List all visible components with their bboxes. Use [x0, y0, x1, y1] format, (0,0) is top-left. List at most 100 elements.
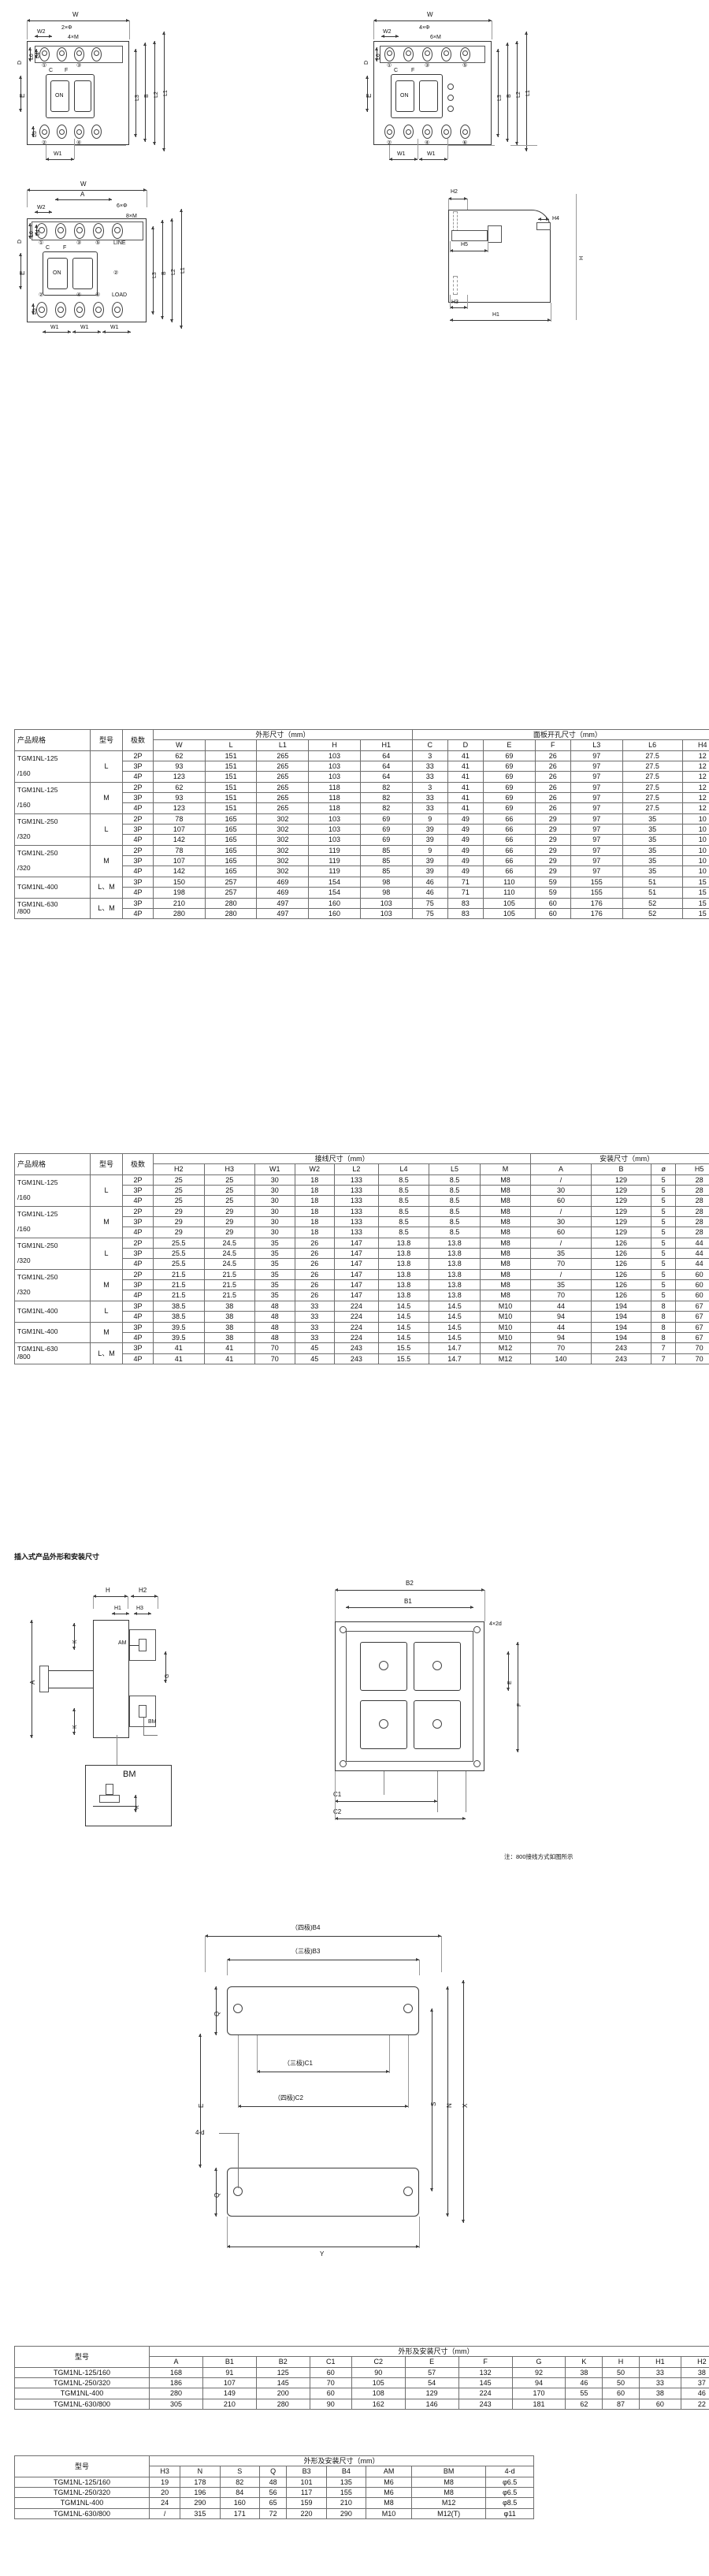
cell-value: 33	[294, 1300, 335, 1312]
cell-value: 123	[153, 802, 206, 814]
th-col-H1: H1	[359, 739, 413, 751]
dim-label-W1-e: W1	[80, 325, 89, 330]
th-col-N: N	[180, 2466, 221, 2477]
dim-label-L1-b: L1	[525, 90, 531, 96]
cell-value: 155	[325, 2487, 367, 2499]
cell-value: 35	[530, 1248, 592, 1260]
detail-label-bm: BM	[123, 1770, 136, 1779]
cell-value: 33	[411, 761, 448, 772]
cell-value: 35	[254, 1268, 295, 1281]
cell-value: 27.5	[622, 792, 683, 804]
cell-value: 69	[482, 781, 536, 794]
cell-value: 21.5	[153, 1290, 205, 1301]
dim-label-L5-c: L5	[32, 308, 38, 315]
cell-value: 62	[565, 2398, 603, 2410]
cell-value: 29	[534, 824, 571, 836]
cell-value: 129	[590, 1174, 652, 1186]
terminal-mark-6c: ⑥	[95, 292, 101, 298]
dim-label-H-plugin: H	[106, 1587, 110, 1594]
cell-value: M10	[366, 2507, 413, 2520]
cell-value: 5	[651, 1205, 677, 1218]
table-row: TGM1NL-250 /320 L 2P 78 165 302 103 69 9 49 66 29 97…	[14, 813, 709, 846]
cell-model: TGM1NL-400	[14, 2497, 150, 2509]
dim-label-Y-plate: Y	[320, 2250, 325, 2258]
dim-label-F-plugin: F	[517, 1703, 522, 1707]
cell-value: 5	[651, 1268, 677, 1281]
cell-value: 87	[602, 2398, 640, 2410]
cell-value: 160	[308, 897, 361, 909]
cell-value: 5	[651, 1195, 677, 1207]
cell-value: 38	[638, 2388, 681, 2399]
cell-value: 41	[203, 1342, 256, 1354]
cell-value: 168	[149, 2366, 203, 2379]
cell-value: 4P	[122, 834, 154, 846]
cell-product-spec: TGM1NL-125 /160	[14, 1205, 91, 1238]
cell-value: 8.5	[429, 1227, 481, 1238]
cell-value: 497	[256, 907, 310, 920]
dim-label-W1-b: W1	[397, 151, 406, 157]
cell-value: 67	[675, 1331, 709, 1344]
dim-label-N-plate: N	[446, 2103, 453, 2108]
cell-value: 118	[308, 802, 361, 814]
cell-value: 8	[651, 1331, 677, 1344]
cell-value: 29	[534, 834, 571, 846]
th-col-H2: H2	[153, 1163, 205, 1175]
cell-model: M	[90, 781, 123, 814]
cell-value: 135	[325, 2476, 367, 2489]
cell-value: 70	[530, 1258, 592, 1270]
dim-label-L2-b: L2	[516, 91, 522, 98]
cell-value: 13.8	[429, 1258, 481, 1270]
cell-value: 210	[153, 897, 206, 909]
cell-value: 154	[308, 887, 361, 899]
cell-value: 28	[675, 1195, 709, 1207]
cell-value: 2P	[122, 844, 154, 857]
cell-model: TGM1NL-125/160	[14, 2476, 150, 2489]
cell-value: 97	[570, 761, 623, 772]
cell-value: 41	[447, 771, 484, 783]
cell-value: 8.5	[429, 1205, 481, 1218]
th-col-B2: B2	[255, 2356, 310, 2368]
cell-value: 133	[333, 1185, 379, 1197]
table-row: TGM1NL-250 /320 L 2P 25.5 24.5 35 26 147 13.8 13.…	[14, 1237, 709, 1270]
cell-model: L	[90, 750, 123, 783]
cell-value: 33	[638, 2366, 681, 2379]
cell-value: 39.5	[153, 1321, 205, 1333]
table-row: TGM1NL-400 L 3P 38.5 38 48 33 224 14.5 14.5 M10 44 1…	[14, 1300, 709, 1323]
cell-value: 97	[570, 844, 623, 857]
drawing-plugin-side: H H2 H1 H3 A K K G	[24, 1573, 284, 1872]
cell-value: 97	[570, 824, 623, 836]
cell-value: 25.5	[153, 1258, 205, 1270]
cell-value: 25.5	[153, 1237, 205, 1249]
cell-value: 200	[255, 2388, 310, 2399]
dim-label-B-c: B	[161, 271, 167, 275]
cell-value: 145	[255, 2377, 310, 2389]
dim-label-W2-c: W2	[37, 205, 46, 210]
cell-value: M8	[479, 1174, 532, 1186]
cell-value: 178	[180, 2476, 221, 2489]
cell-value: 8.5	[377, 1205, 430, 1218]
terminal-mark-2c: ②	[39, 292, 44, 298]
cell-value: 147	[333, 1268, 379, 1281]
terminal-mark-1c: ①	[39, 240, 44, 246]
cell-value: 5	[651, 1258, 677, 1270]
th-col-L: L	[204, 739, 258, 751]
th-col-B3: B3	[286, 2466, 327, 2477]
cell-value: 70	[254, 1353, 295, 1364]
cell-value: 165	[204, 865, 258, 877]
th-col-F: F	[534, 739, 571, 751]
cell-value: 14.7	[429, 1342, 481, 1354]
cell-value: 5	[651, 1227, 677, 1238]
cell-value: 4P	[122, 1331, 154, 1344]
cell-value: 280	[204, 897, 258, 909]
cell-value: M8	[479, 1290, 532, 1301]
cell-value: 265	[256, 761, 310, 772]
cell-value: 14.7	[429, 1353, 481, 1364]
cell-value: 41	[203, 1353, 256, 1364]
cell-model: TGM1NL-630/800	[14, 2398, 150, 2410]
th-col-BM: BM	[411, 2466, 487, 2477]
cell-value: 4P	[122, 802, 154, 814]
table-row: 3P 29 29 30 18 133 8.5 8.5 M8 30 129 5 28	[15, 1216, 709, 1228]
cell-model: TGM1NL-250/320	[14, 2487, 150, 2499]
th-col-K: K	[565, 2356, 603, 2368]
table-row: 4P 21.5 21.5 35 26 147 13.8 13.8 M8 70 126 5 60	[15, 1290, 709, 1301]
